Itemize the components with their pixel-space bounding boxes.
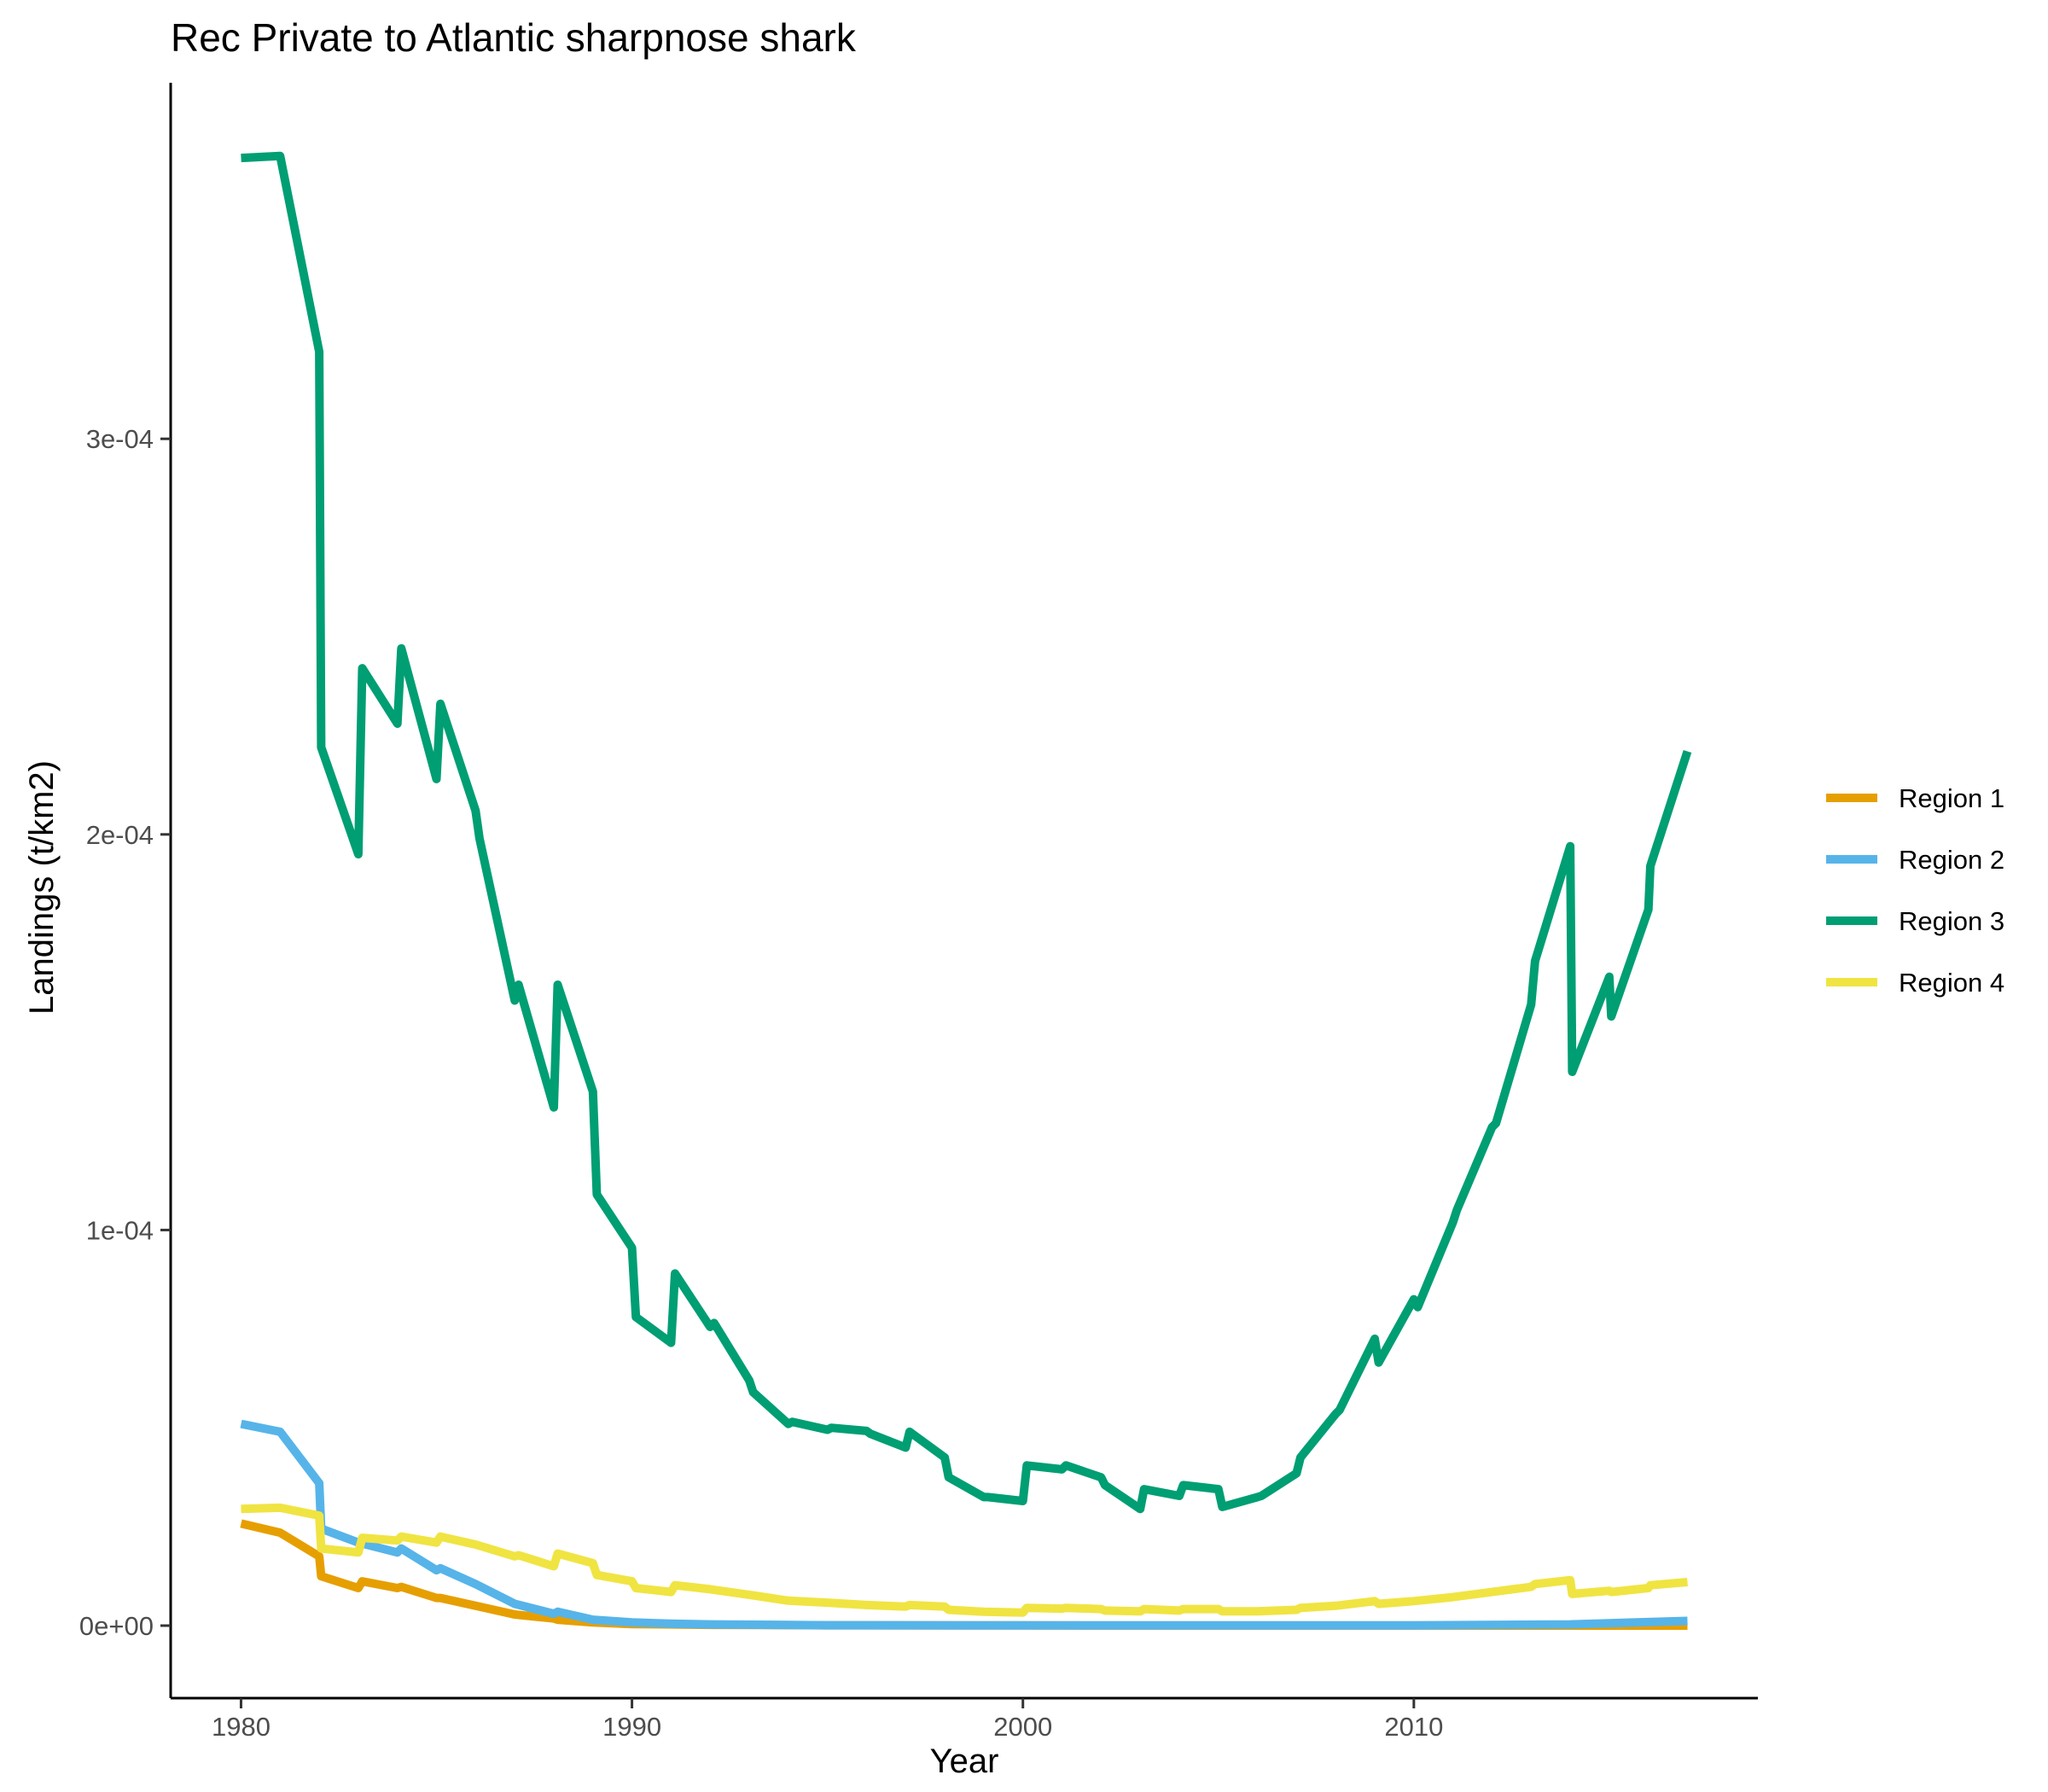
y-axis-ticks: 0e+00 1e-04 2e-04 3e-04	[79, 424, 171, 1641]
series-line-region-4	[241, 1503, 1688, 1617]
y-axis-title: Landings (t/km2)	[23, 760, 61, 1015]
series-line-region-2	[240, 1419, 1688, 1630]
legend-label-region-4: Region 4	[1899, 968, 2004, 998]
y-tick-label: 2e-04	[86, 820, 154, 850]
x-tick-label: 1990	[602, 1712, 661, 1742]
legend-label-region-3: Region 3	[1899, 906, 2004, 936]
y-tick-label: 1e-04	[86, 1215, 154, 1245]
legend-label-region-2: Region 2	[1899, 845, 2004, 875]
plot-area: 1980 1990 2000 2010 0e+00 1e-04 2e-04 3e-04	[79, 83, 1758, 1742]
y-tick-label: 0e+00	[79, 1611, 154, 1641]
legend-label-region-1: Region 1	[1899, 783, 2004, 813]
y-tick-label: 3e-04	[86, 424, 154, 454]
x-tick-label: 2000	[993, 1712, 1052, 1742]
x-axis-ticks: 1980 1990 2000 2010	[212, 1698, 1443, 1742]
x-axis-title: Year	[930, 1743, 999, 1780]
x-tick-label: 1980	[212, 1712, 271, 1742]
series-line-region-3	[241, 151, 1692, 1514]
x-tick-label: 2010	[1384, 1712, 1443, 1742]
legend: Region 1 Region 2 Region 3 Region 4	[1826, 783, 2004, 998]
series-layer	[240, 151, 1692, 1630]
chart-title: Rec Private to Atlantic sharpnose shark	[171, 15, 857, 60]
